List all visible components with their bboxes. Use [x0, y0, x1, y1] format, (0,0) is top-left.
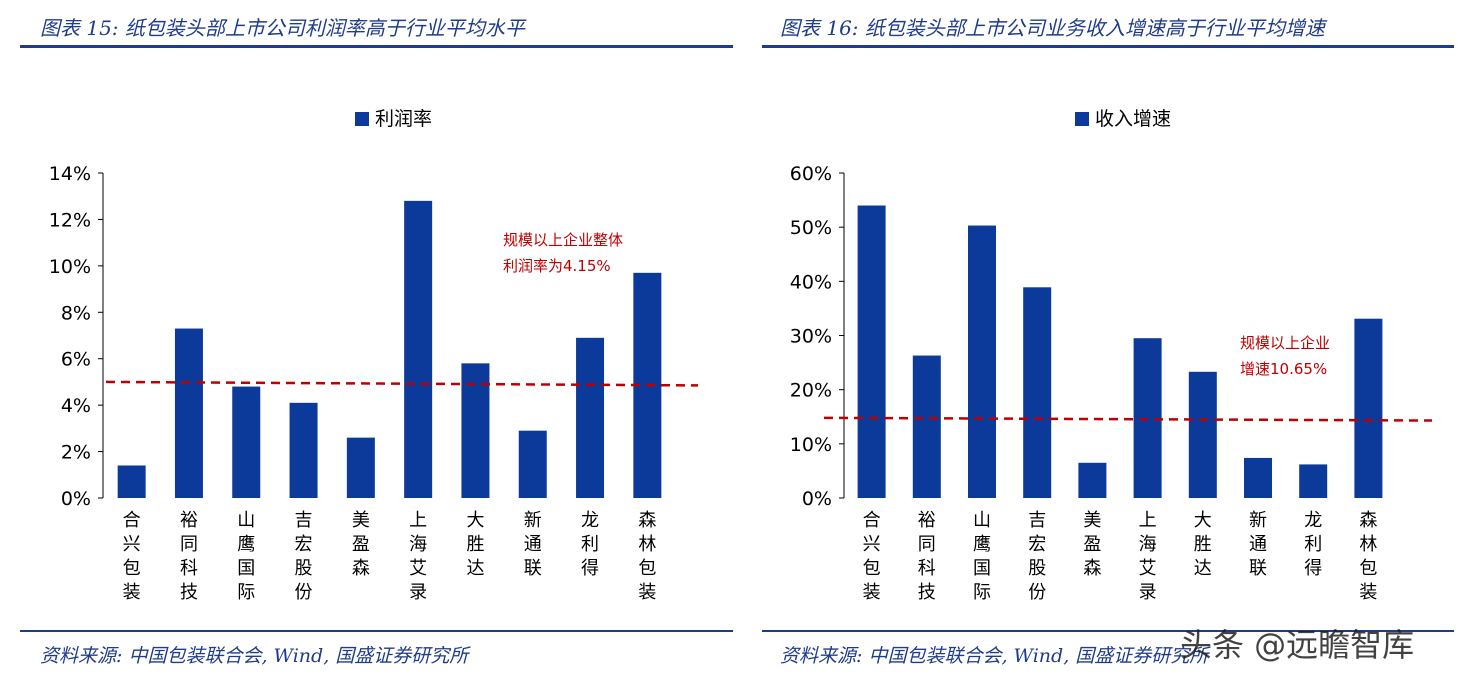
x-tick-label: 合兴包装	[123, 510, 141, 603]
legend-label: 利润率	[375, 108, 432, 130]
bar	[232, 386, 261, 498]
profit-margin-chart: 利润率 0% 2% 4% 6% 8% 10% 12% 14% 合兴包装 裕同科技 山鹰国际 吉宏股份 美盈…	[49, 108, 699, 603]
right-source-rule	[762, 630, 1454, 632]
y-tick-label: 10%	[49, 256, 91, 278]
bar	[1354, 318, 1383, 498]
bar	[404, 200, 433, 498]
y-tick-label: 6%	[61, 349, 91, 371]
bar	[1023, 287, 1052, 498]
left-source-rule	[20, 630, 733, 632]
bar	[289, 402, 318, 498]
bar	[912, 355, 941, 498]
x-tick-label: 上海艾录	[409, 510, 427, 603]
x-tick-label: 大胜达	[466, 510, 484, 579]
y-tick-label: 20%	[790, 380, 832, 402]
legend-label: 收入增速	[1095, 108, 1171, 130]
bar	[1078, 462, 1107, 498]
y-tick-label: 10%	[790, 434, 832, 456]
bar	[461, 363, 490, 498]
legend-swatch	[1075, 112, 1089, 126]
right-chart-title: 图表 16: 纸包装头部上市公司业务收入增速高于行业平均增速	[780, 16, 1325, 40]
reference-annotation: 规模以上企业	[1240, 334, 1330, 352]
left-chart-title: 图表 15: 纸包装头部上市公司利润率高于行业平均水平	[40, 16, 525, 40]
x-tick-label: 森林包装	[638, 510, 656, 603]
reference-line	[823, 416, 1433, 422]
legend-swatch	[355, 112, 369, 126]
x-tick-label: 美盈森	[1083, 510, 1101, 579]
bar	[174, 328, 203, 498]
y-tick-label: 0%	[802, 488, 832, 510]
bar	[518, 430, 547, 498]
revenue-growth-chart: 收入增速 0% 10% 20% 30% 40% 50% 60% 合兴包装 裕同科技 山鹰国际 吉宏股份…	[790, 108, 1433, 603]
y-tick-label: 14%	[49, 163, 91, 185]
y-tick-label: 4%	[61, 395, 91, 417]
x-tick-label: 裕同科技	[180, 510, 198, 603]
reference-annotation: 增速10.65%	[1240, 360, 1327, 378]
x-tick-label: 大胜达	[1194, 510, 1212, 579]
left-title-rule	[20, 45, 733, 48]
bar	[968, 225, 996, 498]
bar	[1244, 457, 1272, 498]
right-title-rule	[762, 45, 1454, 48]
y-tick-label: 8%	[61, 302, 91, 324]
x-tick-label: 龙利得	[1304, 510, 1322, 579]
y-tick-label: 40%	[790, 271, 832, 293]
watermark: 头条 @远瞻智库	[1180, 626, 1415, 664]
bar	[576, 337, 605, 498]
left-source-note: 资料来源: 中国包装联合会, Wind, 国盛证券研究所	[40, 645, 469, 667]
x-tick-label: 森林包装	[1359, 510, 1377, 603]
x-tick-label: 合兴包装	[863, 510, 881, 603]
x-tick-label: 吉宏股份	[295, 510, 313, 603]
x-tick-label: 龙利得	[581, 510, 599, 579]
y-tick-label: 2%	[61, 442, 91, 464]
right-source-note: 资料来源: 中国包装联合会, Wind, 国盛证券研究所	[780, 645, 1209, 667]
y-tick-label: 30%	[790, 326, 832, 348]
x-tick-label: 新通联	[1249, 510, 1267, 579]
y-tick-label: 50%	[790, 217, 832, 239]
y-tick-label: 0%	[61, 488, 91, 510]
reference-annotation: 规模以上企业整体	[503, 231, 623, 249]
x-tick-label: 山鹰国际	[973, 510, 991, 603]
bar	[346, 437, 375, 498]
x-tick-label: 新通联	[524, 510, 542, 579]
bar	[1299, 464, 1328, 498]
bar	[857, 205, 886, 498]
reference-line	[105, 380, 699, 387]
bar	[1188, 371, 1217, 498]
x-tick-label: 裕同科技	[918, 510, 936, 603]
x-tick-label: 山鹰国际	[237, 510, 255, 603]
y-tick-label: 60%	[790, 163, 832, 185]
y-tick-label: 12%	[49, 209, 91, 231]
bar	[117, 465, 146, 498]
x-tick-label: 吉宏股份	[1028, 510, 1046, 603]
reference-annotation: 利润率为4.15%	[503, 257, 611, 275]
x-tick-label: 上海艾录	[1139, 510, 1157, 603]
x-tick-label: 美盈森	[352, 510, 370, 579]
